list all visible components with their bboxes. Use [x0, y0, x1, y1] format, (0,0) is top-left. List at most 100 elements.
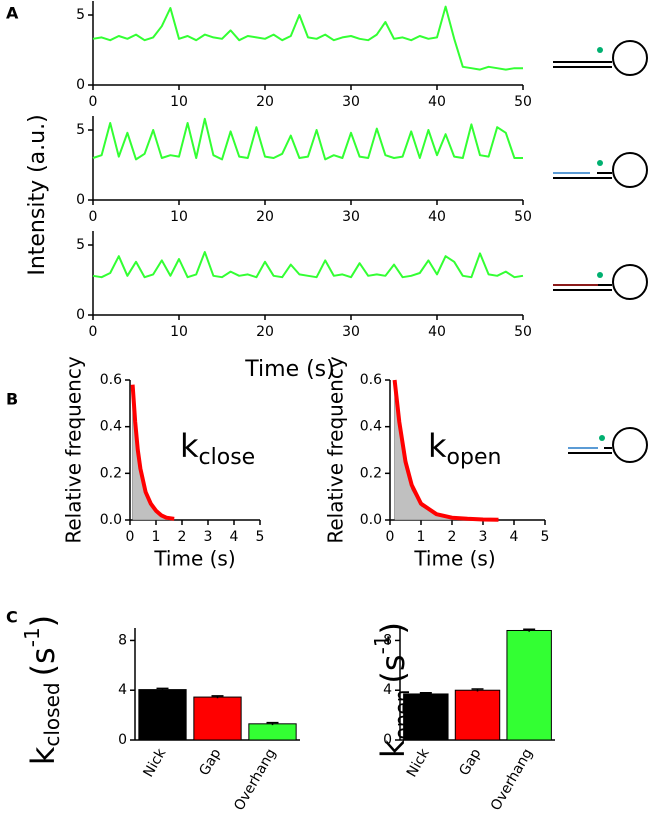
y-axis-label-part: (s: [24, 647, 62, 676]
x-tick-label: 50: [514, 209, 532, 225]
y-axis-label: Intensity (a.u.): [25, 114, 50, 275]
y-tick-label: 0.0: [360, 512, 382, 528]
y-tick-label: 0.2: [100, 465, 122, 481]
x-tick-label: 4: [510, 529, 519, 545]
y-axis-label-part: (s: [374, 654, 412, 683]
hairpin-icon: [553, 40, 648, 76]
annotation: kclose: [180, 427, 255, 470]
x-tick-label: 0: [89, 209, 98, 225]
x-tick-label: 1: [417, 529, 426, 545]
panel-label: B: [6, 390, 18, 409]
line: [130, 384, 175, 521]
x-tick-label: 3: [479, 529, 488, 545]
x-tick-label: 30: [342, 94, 360, 110]
bar: [454, 689, 501, 741]
annotation-part: close: [199, 445, 256, 470]
x-tick-label: 50: [514, 324, 532, 340]
x-tick-label: 4: [230, 529, 239, 545]
x-tick-label: 20: [256, 94, 274, 110]
bar: [138, 689, 187, 741]
y-axis-label: kopen(s-1): [370, 622, 414, 758]
y-axis-label-part: ): [24, 615, 62, 627]
y-axis-label-part: ): [374, 622, 412, 634]
bar: [193, 696, 242, 741]
x-tick-label: 20: [256, 209, 274, 225]
y-tick-label: 0.6: [100, 372, 122, 388]
y-axis-label-part: closed: [40, 682, 64, 746]
error-bar: [419, 691, 432, 696]
line: [92, 5, 523, 71]
x-tick-label: 10: [170, 324, 188, 340]
x-tick-label: Gap: [196, 746, 224, 779]
error-bar: [471, 688, 484, 692]
y-axis-label: kclosed (s-1): [20, 615, 64, 765]
y-tick-label: 4: [118, 682, 127, 698]
x-tick-label: Nick: [140, 745, 169, 780]
y-axis-label: Relative frequency: [324, 356, 348, 543]
x-tick-label: 5: [541, 529, 550, 545]
y-tick-label: 0: [383, 732, 392, 748]
y-tick-label: 0.0: [100, 512, 122, 528]
error-bar: [211, 695, 224, 699]
x-tick-label: 0: [89, 94, 98, 110]
y-tick-label: 8: [118, 632, 127, 648]
y-tick-label: 4: [383, 682, 392, 698]
x-tick-label: 3: [204, 529, 213, 545]
x-tick-label: 30: [342, 209, 360, 225]
y-tick-label: 0: [76, 192, 85, 208]
x-tick-label: 40: [428, 94, 446, 110]
y-tick-label: 0.6: [360, 372, 382, 388]
error-bar: [156, 687, 169, 691]
x-tick-label: 1: [152, 529, 161, 545]
x-tick-label: Overhang: [488, 746, 536, 813]
y-tick-label: 0.2: [360, 465, 382, 481]
y-tick-label: 5: [76, 122, 85, 138]
x-tick-label: 40: [428, 324, 446, 340]
x-tick-label: 0: [386, 529, 395, 545]
annotation-part: open: [447, 445, 502, 470]
panel-label: C: [6, 608, 18, 627]
x-axis-label: Time (s): [413, 547, 495, 571]
bar: [248, 723, 297, 741]
annotation-part: k: [180, 427, 199, 465]
hairpin-icon: [553, 152, 648, 188]
annotation-part: k: [428, 427, 447, 465]
error-bar: [266, 721, 279, 726]
x-tick-label: 0: [126, 529, 135, 545]
y-tick-label: 0.4: [360, 419, 382, 435]
y-axis-label-part: -1: [20, 627, 44, 647]
x-tick-label: 2: [178, 529, 187, 545]
error-bar: [523, 628, 536, 632]
panel-label: A: [6, 4, 19, 23]
x-tick-label: 30: [342, 324, 360, 340]
y-axis-label-part: k: [24, 746, 62, 765]
y-tick-label: 0: [76, 307, 85, 323]
x-tick-label: 10: [170, 209, 188, 225]
annotation: kopen: [428, 427, 501, 470]
hairpin-icon: [553, 264, 648, 300]
y-tick-label: 5: [76, 7, 85, 23]
x-tick-label: 0: [89, 324, 98, 340]
line: [392, 379, 499, 522]
x-tick-label: Overhang: [231, 746, 279, 813]
y-tick-label: 0.4: [100, 419, 122, 435]
y-axis-label-part: k: [374, 739, 412, 758]
x-tick-label: 50: [514, 94, 532, 110]
x-tick-label: 40: [428, 209, 446, 225]
x-tick-label: 5: [256, 529, 265, 545]
x-axis-label: Time (s): [153, 547, 235, 571]
y-tick-label: 0: [118, 732, 127, 748]
x-tick-label: Gap: [456, 746, 484, 779]
x-tick-label: 2: [448, 529, 457, 545]
hairpin-icon: [568, 427, 648, 463]
x-tick-label: 10: [170, 94, 188, 110]
bar: [403, 693, 449, 741]
y-axis-label-part: -1: [370, 634, 394, 654]
y-axis-label: Relative frequency: [62, 356, 86, 543]
x-tick-label: 20: [256, 324, 274, 340]
y-tick-label: 5: [76, 237, 85, 253]
y-tick-label: 0: [76, 77, 85, 93]
y-tick-label: 8: [383, 632, 392, 648]
x-axis-label: Time (s): [244, 357, 334, 382]
